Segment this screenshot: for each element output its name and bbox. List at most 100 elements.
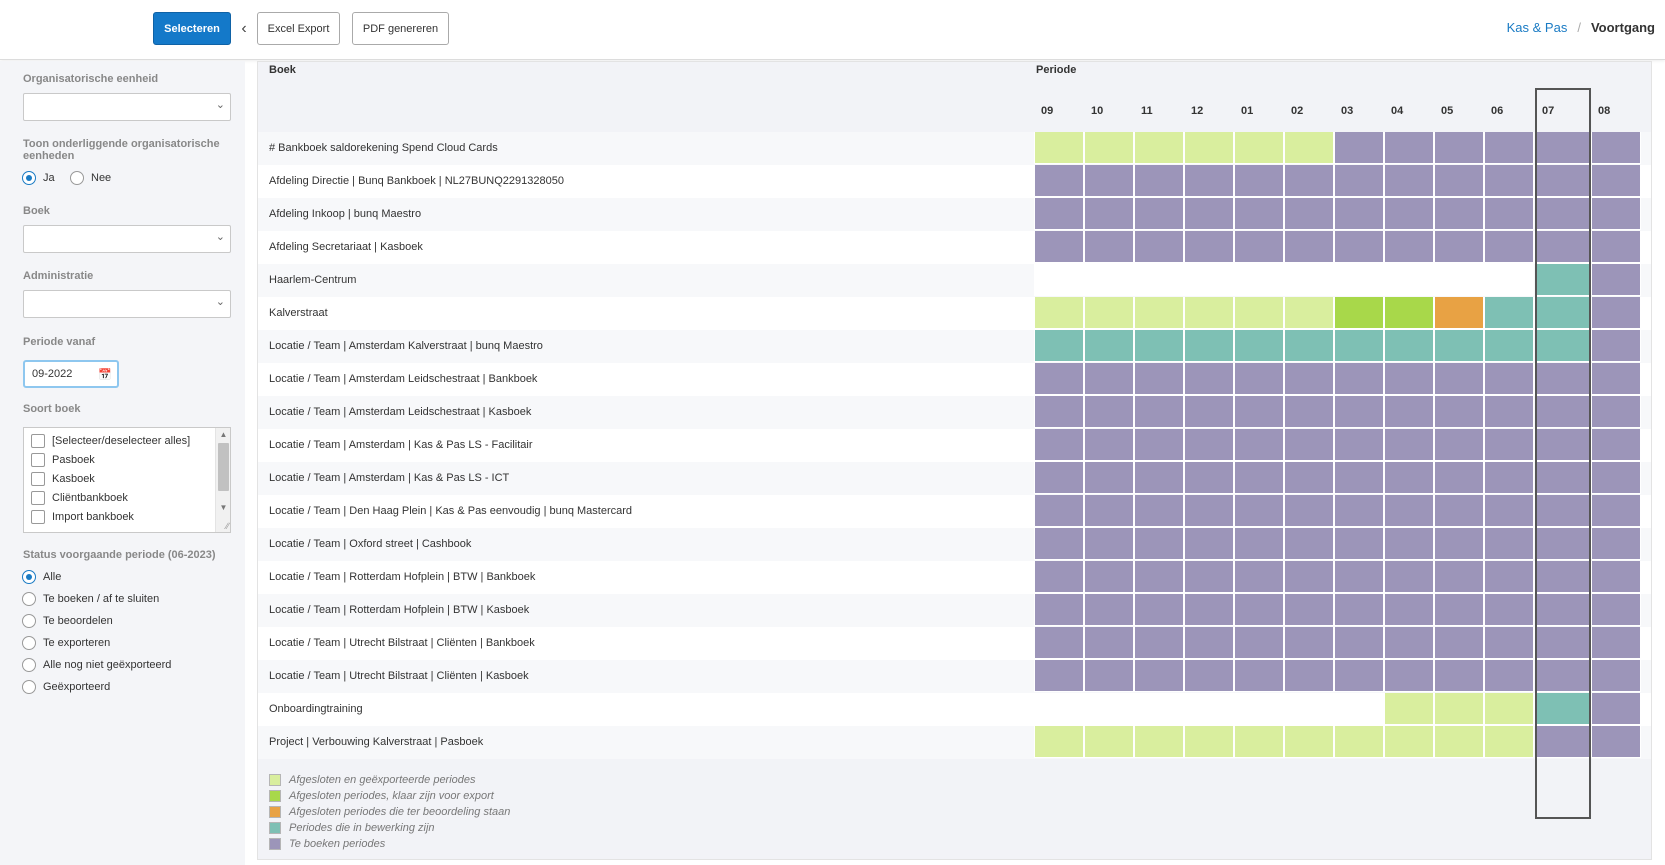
period-cell[interactable] — [1034, 627, 1084, 659]
period-cell[interactable] — [1034, 297, 1084, 329]
period-cell[interactable] — [1484, 462, 1534, 494]
period-cell[interactable] — [1384, 528, 1434, 560]
period-cell[interactable] — [1591, 330, 1641, 362]
period-cell[interactable] — [1591, 693, 1641, 725]
book-type-option-select-all[interactable]: [Selecteer/deselecteer alles] — [31, 434, 190, 448]
period-cell[interactable] — [1034, 462, 1084, 494]
period-cell[interactable] — [1284, 330, 1334, 362]
period-cell[interactable] — [1084, 165, 1134, 197]
period-cell[interactable] — [1084, 330, 1134, 362]
book-type-listbox[interactable]: [Selecteer/deselecteer alles] Pasboek Ka… — [23, 427, 231, 533]
period-cell[interactable] — [1334, 297, 1384, 329]
period-cell[interactable] — [1384, 693, 1434, 725]
period-cell[interactable] — [1134, 627, 1184, 659]
period-cell[interactable] — [1034, 594, 1084, 626]
book-type-option-kasboek[interactable]: Kasboek — [31, 472, 95, 486]
period-cell[interactable] — [1084, 462, 1134, 494]
period-cell[interactable] — [1084, 231, 1134, 263]
period-cell[interactable] — [1384, 297, 1434, 329]
period-cell[interactable] — [1034, 363, 1084, 395]
select-button[interactable]: Selecteren — [153, 12, 231, 45]
period-cell[interactable] — [1034, 231, 1084, 263]
period-cell[interactable] — [1134, 165, 1184, 197]
period-cell[interactable] — [1034, 660, 1084, 692]
period-cell[interactable] — [1484, 594, 1534, 626]
radio-button[interactable] — [22, 614, 36, 628]
period-cell[interactable] — [1034, 198, 1084, 230]
period-cell[interactable] — [1334, 132, 1384, 164]
scrollbar-thumb[interactable] — [218, 443, 229, 491]
period-cell[interactable] — [1334, 363, 1384, 395]
period-cell[interactable] — [1591, 627, 1641, 659]
period-cell[interactable] — [1134, 198, 1184, 230]
period-cell[interactable] — [1284, 429, 1334, 461]
period-cell[interactable] — [1591, 231, 1641, 263]
period-cell[interactable] — [1384, 561, 1434, 593]
period-cell[interactable] — [1184, 231, 1234, 263]
period-cell[interactable] — [1084, 363, 1134, 395]
period-cell[interactable] — [1084, 594, 1134, 626]
org-unit-select[interactable]: ⌄ — [23, 93, 231, 121]
radio-button[interactable] — [22, 592, 36, 606]
listbox-scrollbar[interactable]: ▲ ▼ — [215, 428, 230, 532]
period-cell[interactable] — [1034, 561, 1084, 593]
period-cell[interactable] — [1134, 528, 1184, 560]
period-cell[interactable] — [1535, 330, 1591, 362]
period-cell[interactable] — [1134, 396, 1184, 428]
period-cell[interactable] — [1134, 429, 1184, 461]
period-cell[interactable] — [1234, 330, 1284, 362]
period-cell[interactable] — [1284, 528, 1334, 560]
checkbox[interactable] — [31, 472, 45, 486]
period-cell[interactable] — [1384, 627, 1434, 659]
period-cell[interactable] — [1134, 660, 1184, 692]
period-cell[interactable] — [1434, 462, 1484, 494]
period-cell[interactable] — [1234, 726, 1284, 758]
period-cell[interactable] — [1535, 429, 1591, 461]
period-cell[interactable] — [1234, 528, 1284, 560]
period-cell[interactable] — [1184, 297, 1234, 329]
period-cell[interactable] — [1591, 561, 1641, 593]
period-cell[interactable] — [1084, 726, 1134, 758]
status-radio-alle[interactable]: Alle — [22, 570, 61, 584]
period-cell[interactable] — [1484, 330, 1534, 362]
period-cell[interactable] — [1484, 561, 1534, 593]
period-cell[interactable] — [1484, 693, 1534, 725]
period-cell[interactable] — [1535, 264, 1591, 296]
pdf-generate-button[interactable]: PDF genereren — [352, 12, 449, 45]
period-cell[interactable] — [1134, 231, 1184, 263]
chevron-left-icon[interactable]: ‹ — [241, 20, 247, 37]
period-cell[interactable] — [1084, 396, 1134, 428]
radio-button[interactable] — [22, 680, 36, 694]
sub-units-radio-nee[interactable]: Nee — [70, 171, 111, 185]
period-cell[interactable] — [1434, 660, 1484, 692]
period-cell[interactable] — [1535, 693, 1591, 725]
period-cell[interactable] — [1484, 363, 1534, 395]
period-cell[interactable] — [1434, 297, 1484, 329]
period-cell[interactable] — [1384, 429, 1434, 461]
period-cell[interactable] — [1334, 198, 1384, 230]
period-cell[interactable] — [1591, 297, 1641, 329]
period-cell[interactable] — [1535, 132, 1591, 164]
radio-button[interactable] — [22, 658, 36, 672]
period-cell[interactable] — [1535, 297, 1591, 329]
period-cell[interactable] — [1535, 495, 1591, 527]
period-cell[interactable] — [1234, 198, 1284, 230]
period-cell[interactable] — [1184, 660, 1234, 692]
period-cell[interactable] — [1284, 231, 1334, 263]
period-cell[interactable] — [1334, 528, 1384, 560]
period-cell[interactable] — [1284, 660, 1334, 692]
period-cell[interactable] — [1434, 363, 1484, 395]
period-cell[interactable] — [1084, 561, 1134, 593]
period-cell[interactable] — [1484, 528, 1534, 560]
period-cell[interactable] — [1334, 561, 1384, 593]
period-cell[interactable] — [1384, 726, 1434, 758]
period-cell[interactable] — [1484, 396, 1534, 428]
period-cell[interactable] — [1591, 660, 1641, 692]
period-cell[interactable] — [1334, 660, 1384, 692]
period-cell[interactable] — [1134, 297, 1184, 329]
period-cell[interactable] — [1591, 363, 1641, 395]
period-cell[interactable] — [1134, 132, 1184, 164]
period-cell[interactable] — [1234, 627, 1284, 659]
excel-export-button[interactable]: Excel Export — [257, 12, 340, 45]
period-cell[interactable] — [1184, 627, 1234, 659]
